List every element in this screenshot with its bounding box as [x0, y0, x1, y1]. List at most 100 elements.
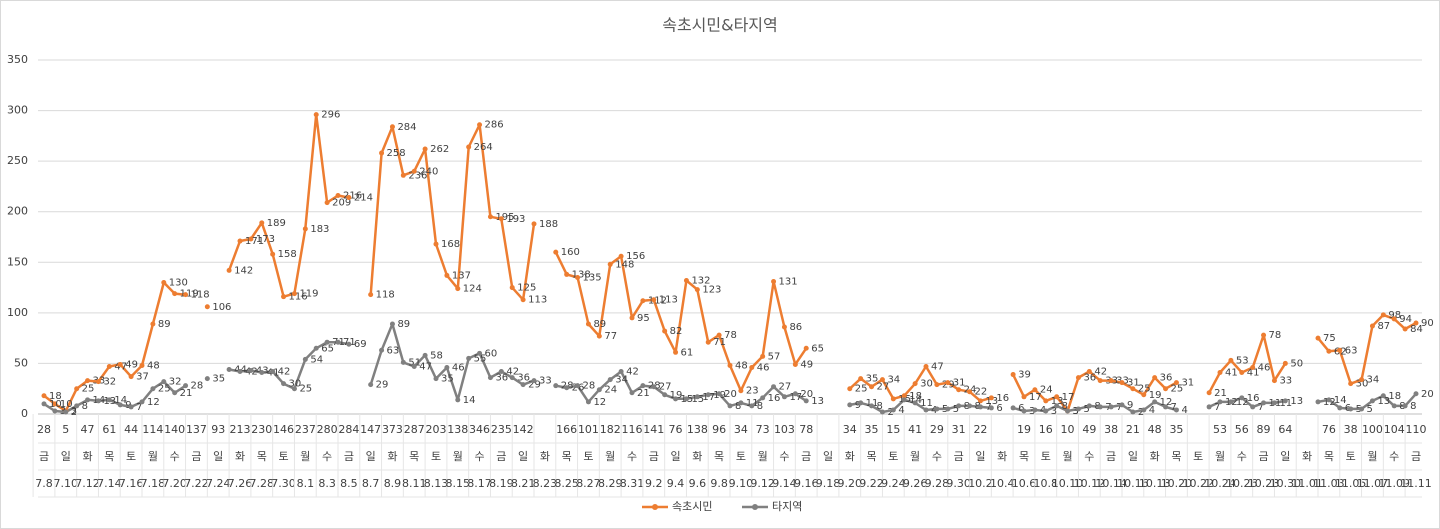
- data-point: [313, 112, 319, 118]
- data-label: 130: [169, 278, 188, 289]
- data-point: [346, 195, 352, 201]
- data-point: [956, 403, 962, 409]
- data-point: [781, 324, 787, 330]
- data-point: [1152, 399, 1158, 405]
- data-label: 49: [800, 359, 813, 370]
- data-point: [781, 394, 787, 400]
- data-label: 14: [909, 395, 922, 406]
- data-label: 49: [125, 359, 138, 370]
- x-tick-label: 월: [148, 450, 158, 463]
- data-label: 119: [180, 289, 199, 300]
- data-label: 8: [1399, 401, 1405, 412]
- data-label: 47: [419, 361, 432, 372]
- data-point: [291, 291, 297, 297]
- chart-title: 속초시민&타지역: [662, 16, 778, 35]
- data-label: 9: [855, 400, 861, 411]
- data-label: 2: [1138, 407, 1144, 418]
- data-label: 7: [1116, 402, 1122, 413]
- data-point: [1206, 404, 1212, 410]
- data-label: 13: [811, 396, 824, 407]
- x-tick-label: 10.28: [1248, 477, 1280, 490]
- data-point: [509, 285, 515, 291]
- x-tick-label: 금: [191, 450, 201, 463]
- data-label: 46: [1258, 362, 1271, 373]
- data-point: [313, 345, 319, 351]
- data-point: [1163, 386, 1169, 392]
- data-point: [85, 397, 91, 403]
- data-label: 39: [1018, 370, 1031, 381]
- x-tick-label: 월: [910, 450, 920, 463]
- x-tick-label: 203: [426, 423, 447, 436]
- data-label: 264: [474, 142, 493, 153]
- x-tick-label: 금: [39, 450, 49, 463]
- data-point: [1337, 405, 1343, 411]
- data-point: [1119, 402, 1125, 408]
- data-point: [1043, 398, 1049, 404]
- data-label: 156: [626, 251, 645, 262]
- data-point: [74, 386, 80, 392]
- data-point: [792, 391, 798, 397]
- data-label: 20: [724, 389, 737, 400]
- data-label: 4: [1181, 405, 1187, 416]
- data-point: [379, 150, 385, 156]
- x-tick-label: 10.10: [1052, 477, 1084, 490]
- data-label: 34: [887, 375, 900, 386]
- data-point: [727, 403, 733, 409]
- data-label: 11: [1279, 398, 1292, 409]
- x-tick-label: 금: [1411, 450, 1421, 463]
- x-tick-label: 토: [736, 450, 746, 463]
- data-label: 183: [310, 224, 329, 235]
- x-tick-label: 10.12: [1074, 477, 1106, 490]
- data-point: [150, 386, 156, 392]
- data-point: [803, 345, 809, 351]
- x-tick-label: 19: [1017, 423, 1031, 436]
- x-tick-label: 화: [387, 450, 397, 463]
- data-point: [520, 382, 526, 388]
- x-tick-label: 일: [1128, 449, 1138, 463]
- data-point: [270, 369, 276, 375]
- data-label: 3: [71, 406, 77, 417]
- data-point: [727, 362, 733, 368]
- x-tick-label: 화: [1150, 450, 1160, 463]
- x-tick-label: 280: [317, 423, 338, 436]
- data-point: [444, 364, 450, 370]
- data-point: [368, 382, 374, 388]
- x-tick-label: 104: [1384, 423, 1405, 436]
- x-tick-label: 9.22: [859, 477, 884, 490]
- data-label: 17: [702, 392, 715, 403]
- data-point: [1173, 380, 1179, 386]
- data-point: [716, 391, 722, 397]
- x-tick-label: 10.30: [1270, 477, 1302, 490]
- data-label: 11: [746, 398, 759, 409]
- x-tick-label: 9.18: [816, 477, 841, 490]
- data-label: 24: [604, 385, 617, 396]
- data-label: 13: [1290, 396, 1303, 407]
- data-label: 50: [1290, 358, 1303, 369]
- data-label: 29: [376, 380, 389, 391]
- x-tick-label: 8.29: [598, 477, 623, 490]
- data-label: 8: [1410, 401, 1416, 412]
- data-label: 36: [495, 373, 508, 384]
- data-label: 17: [1062, 392, 1075, 403]
- data-label: 34: [1367, 375, 1380, 386]
- data-label: 19: [670, 390, 683, 401]
- data-point: [335, 339, 341, 345]
- data-point: [226, 366, 232, 372]
- data-point: [912, 400, 918, 406]
- data-label: 6: [1345, 403, 1351, 414]
- x-tick-label: 11.03: [1313, 477, 1345, 490]
- data-point: [95, 398, 101, 404]
- data-label: 8: [964, 401, 970, 412]
- data-label: 58: [430, 350, 443, 361]
- data-label: 63: [387, 345, 400, 356]
- x-tick-label: 10.20: [1161, 477, 1193, 490]
- data-point: [411, 168, 417, 174]
- x-tick-label: 9.30: [946, 477, 971, 490]
- data-label: 137: [452, 270, 471, 281]
- data-point: [585, 399, 591, 405]
- data-point: [1075, 406, 1081, 412]
- data-label: 6: [1018, 403, 1024, 414]
- data-point: [1369, 323, 1375, 329]
- x-tick-label: 11.11: [1400, 477, 1432, 490]
- x-tick-label: 수: [1389, 450, 1399, 463]
